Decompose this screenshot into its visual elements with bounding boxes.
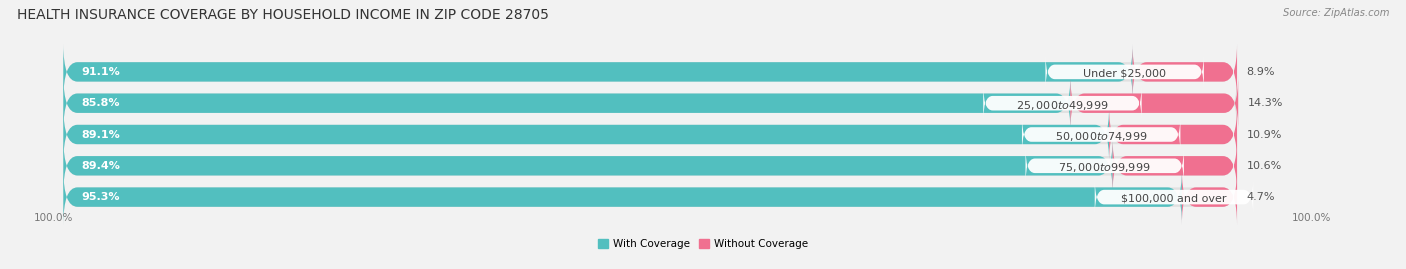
FancyBboxPatch shape <box>1182 169 1237 225</box>
FancyBboxPatch shape <box>63 169 1182 225</box>
Text: 4.7%: 4.7% <box>1247 192 1275 202</box>
FancyBboxPatch shape <box>1133 44 1237 100</box>
Legend: With Coverage, Without Coverage: With Coverage, Without Coverage <box>593 235 813 253</box>
Text: 8.9%: 8.9% <box>1247 67 1275 77</box>
FancyBboxPatch shape <box>63 107 1237 162</box>
FancyBboxPatch shape <box>1022 117 1181 152</box>
Text: 100.0%: 100.0% <box>1292 213 1331 223</box>
Text: $50,000 to $74,999: $50,000 to $74,999 <box>1054 130 1147 143</box>
Text: $100,000 and over: $100,000 and over <box>1121 194 1226 204</box>
Text: 91.1%: 91.1% <box>82 67 120 77</box>
FancyBboxPatch shape <box>1109 107 1237 162</box>
Text: 89.4%: 89.4% <box>82 161 120 171</box>
FancyBboxPatch shape <box>63 138 1112 194</box>
Text: HEALTH INSURANCE COVERAGE BY HOUSEHOLD INCOME IN ZIP CODE 28705: HEALTH INSURANCE COVERAGE BY HOUSEHOLD I… <box>17 8 548 22</box>
Text: $25,000 to $49,999: $25,000 to $49,999 <box>1017 98 1109 112</box>
Text: Source: ZipAtlas.com: Source: ZipAtlas.com <box>1282 8 1389 18</box>
Text: 85.8%: 85.8% <box>82 98 120 108</box>
Text: 95.3%: 95.3% <box>82 192 120 202</box>
Text: 89.1%: 89.1% <box>82 129 120 140</box>
Text: Under $25,000: Under $25,000 <box>1083 69 1166 79</box>
Text: 10.9%: 10.9% <box>1247 129 1282 140</box>
FancyBboxPatch shape <box>983 86 1142 121</box>
FancyBboxPatch shape <box>63 75 1237 131</box>
Text: 100.0%: 100.0% <box>34 213 73 223</box>
FancyBboxPatch shape <box>63 138 1237 194</box>
FancyBboxPatch shape <box>1112 138 1237 194</box>
Text: 10.6%: 10.6% <box>1247 161 1282 171</box>
FancyBboxPatch shape <box>1025 148 1184 183</box>
FancyBboxPatch shape <box>1046 54 1204 90</box>
FancyBboxPatch shape <box>1095 179 1253 215</box>
FancyBboxPatch shape <box>63 44 1133 100</box>
FancyBboxPatch shape <box>63 169 1237 225</box>
FancyBboxPatch shape <box>1070 75 1239 131</box>
Text: 14.3%: 14.3% <box>1247 98 1282 108</box>
FancyBboxPatch shape <box>63 107 1109 162</box>
FancyBboxPatch shape <box>63 44 1237 100</box>
FancyBboxPatch shape <box>63 75 1070 131</box>
Text: $75,000 to $99,999: $75,000 to $99,999 <box>1059 161 1152 174</box>
